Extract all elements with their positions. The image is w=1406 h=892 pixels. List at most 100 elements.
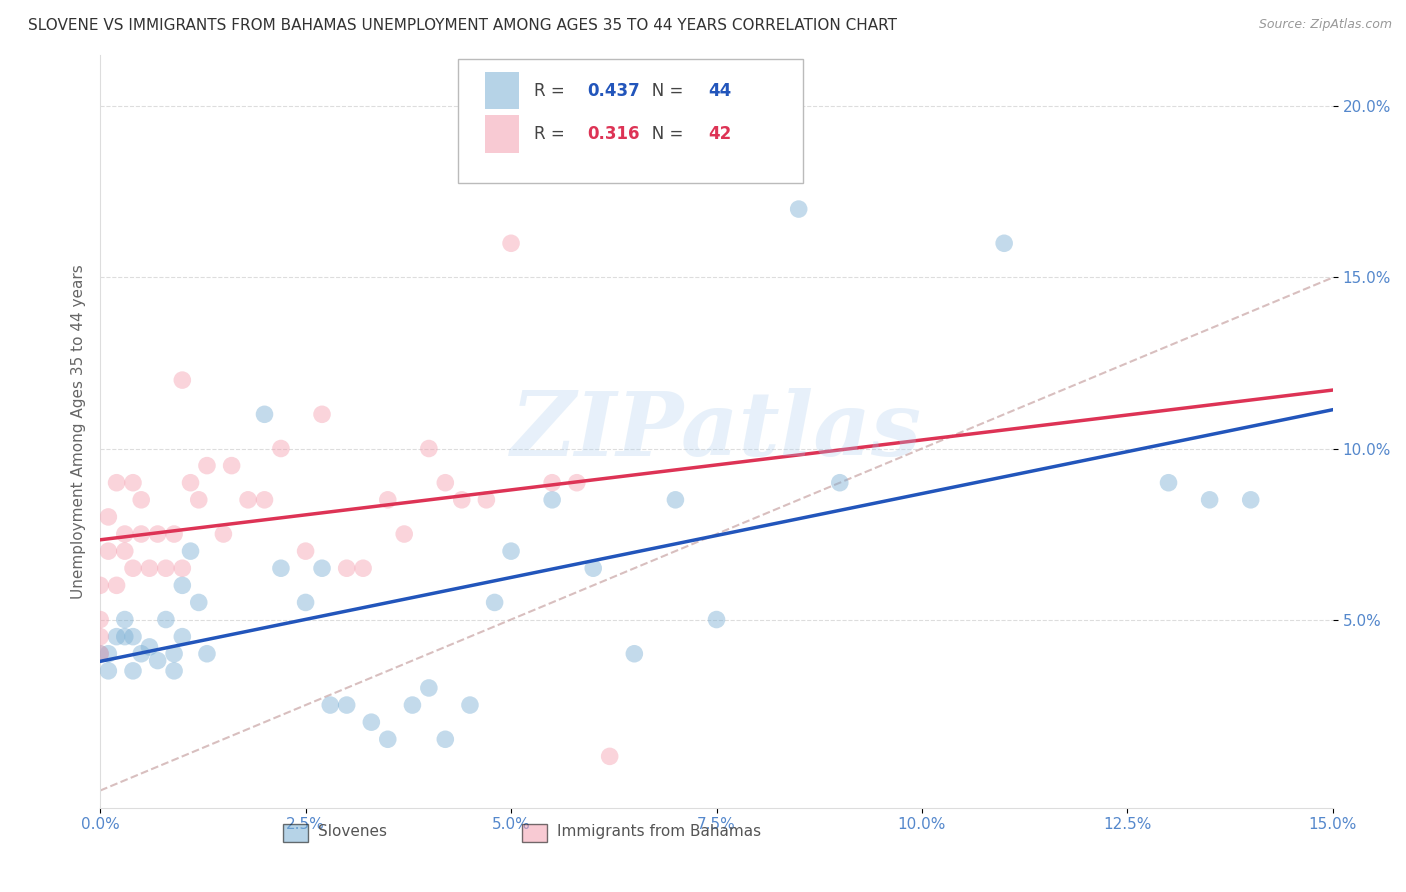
Point (221, 458, 243, 473)
Text: Slovenes: Slovenes (318, 824, 387, 839)
Point (172, 373, 194, 387)
Point (122, 475, 145, 490)
Point (172, 630, 194, 644)
Point (129, 492, 152, 507)
Point (212, 527, 235, 541)
Point (418, 442, 440, 456)
Point (146, 654, 169, 668)
Point (450, 492, 472, 507)
Point (623, 647, 645, 661)
Point (294, 544, 316, 558)
Text: N =: N = (637, 81, 689, 100)
Point (122, 561, 145, 575)
Text: R =: R = (534, 81, 569, 100)
Point (270, 561, 292, 575)
Point (105, 578, 128, 592)
Point (114, 630, 136, 644)
Point (401, 698, 423, 712)
Point (163, 527, 186, 541)
Text: Immigrants from Bahamas: Immigrants from Bahamas (557, 824, 761, 839)
Y-axis label: Unemployment Among Ages 35 to 44 years: Unemployment Among Ages 35 to 44 years (72, 264, 86, 599)
Point (97, 664, 120, 678)
Point (828, 475, 851, 490)
Point (114, 613, 136, 627)
Text: 0.316: 0.316 (588, 125, 640, 143)
Point (180, 544, 202, 558)
Point (475, 492, 498, 507)
Point (1198, 492, 1220, 507)
Point (122, 630, 145, 644)
Point (377, 732, 399, 747)
Point (377, 492, 399, 507)
Point (105, 475, 128, 490)
Text: 42: 42 (707, 125, 731, 143)
Point (434, 732, 457, 747)
Point (163, 664, 186, 678)
Point (138, 640, 160, 654)
Point (172, 561, 194, 575)
Point (138, 561, 160, 575)
Point (122, 664, 145, 678)
Text: SLOVENE VS IMMIGRANTS FROM BAHAMAS UNEMPLOYMENT AMONG AGES 35 TO 44 YEARS CORREL: SLOVENE VS IMMIGRANTS FROM BAHAMAS UNEMP… (28, 18, 897, 33)
Point (155, 613, 177, 627)
Point (787, 202, 810, 216)
Point (155, 561, 177, 575)
Point (319, 698, 342, 712)
Point (541, 492, 564, 507)
Point (253, 492, 276, 507)
Text: R =: R = (534, 125, 569, 143)
Point (418, 681, 440, 695)
Point (1157, 475, 1180, 490)
Point (336, 698, 359, 712)
Point (664, 492, 686, 507)
Point (97, 544, 120, 558)
Point (187, 595, 209, 609)
Point (97, 510, 120, 524)
Point (352, 561, 374, 575)
Point (392, 527, 415, 541)
Point (236, 492, 259, 507)
Point (195, 458, 218, 473)
Bar (485, 115, 519, 153)
Point (129, 647, 152, 661)
Point (172, 578, 194, 592)
Point (541, 475, 564, 490)
Text: N =: N = (637, 125, 689, 143)
Point (499, 236, 522, 251)
Point (253, 407, 276, 421)
Point (89, 630, 111, 644)
Point (97, 647, 120, 661)
Text: 0.437: 0.437 (588, 81, 640, 100)
Bar (485, 71, 519, 110)
Point (458, 698, 481, 712)
Point (294, 595, 316, 609)
Point (270, 442, 292, 456)
Point (105, 630, 128, 644)
Point (187, 492, 209, 507)
Point (129, 527, 152, 541)
FancyBboxPatch shape (457, 59, 803, 183)
Point (311, 561, 333, 575)
Point (434, 475, 457, 490)
Point (89, 613, 111, 627)
Point (499, 544, 522, 558)
Point (599, 749, 621, 764)
Point (89, 647, 111, 661)
Point (163, 647, 186, 661)
Point (89, 578, 111, 592)
Point (993, 236, 1015, 251)
Point (484, 595, 506, 609)
Point (311, 407, 333, 421)
Point (565, 475, 588, 490)
Point (89, 647, 111, 661)
Point (360, 715, 382, 730)
Point (1240, 492, 1263, 507)
Point (114, 544, 136, 558)
Point (146, 527, 169, 541)
Text: Source: ZipAtlas.com: Source: ZipAtlas.com (1258, 18, 1392, 31)
Point (706, 613, 728, 627)
Text: ZIPatlas: ZIPatlas (510, 388, 922, 475)
Point (195, 647, 218, 661)
Point (114, 527, 136, 541)
Point (180, 475, 202, 490)
